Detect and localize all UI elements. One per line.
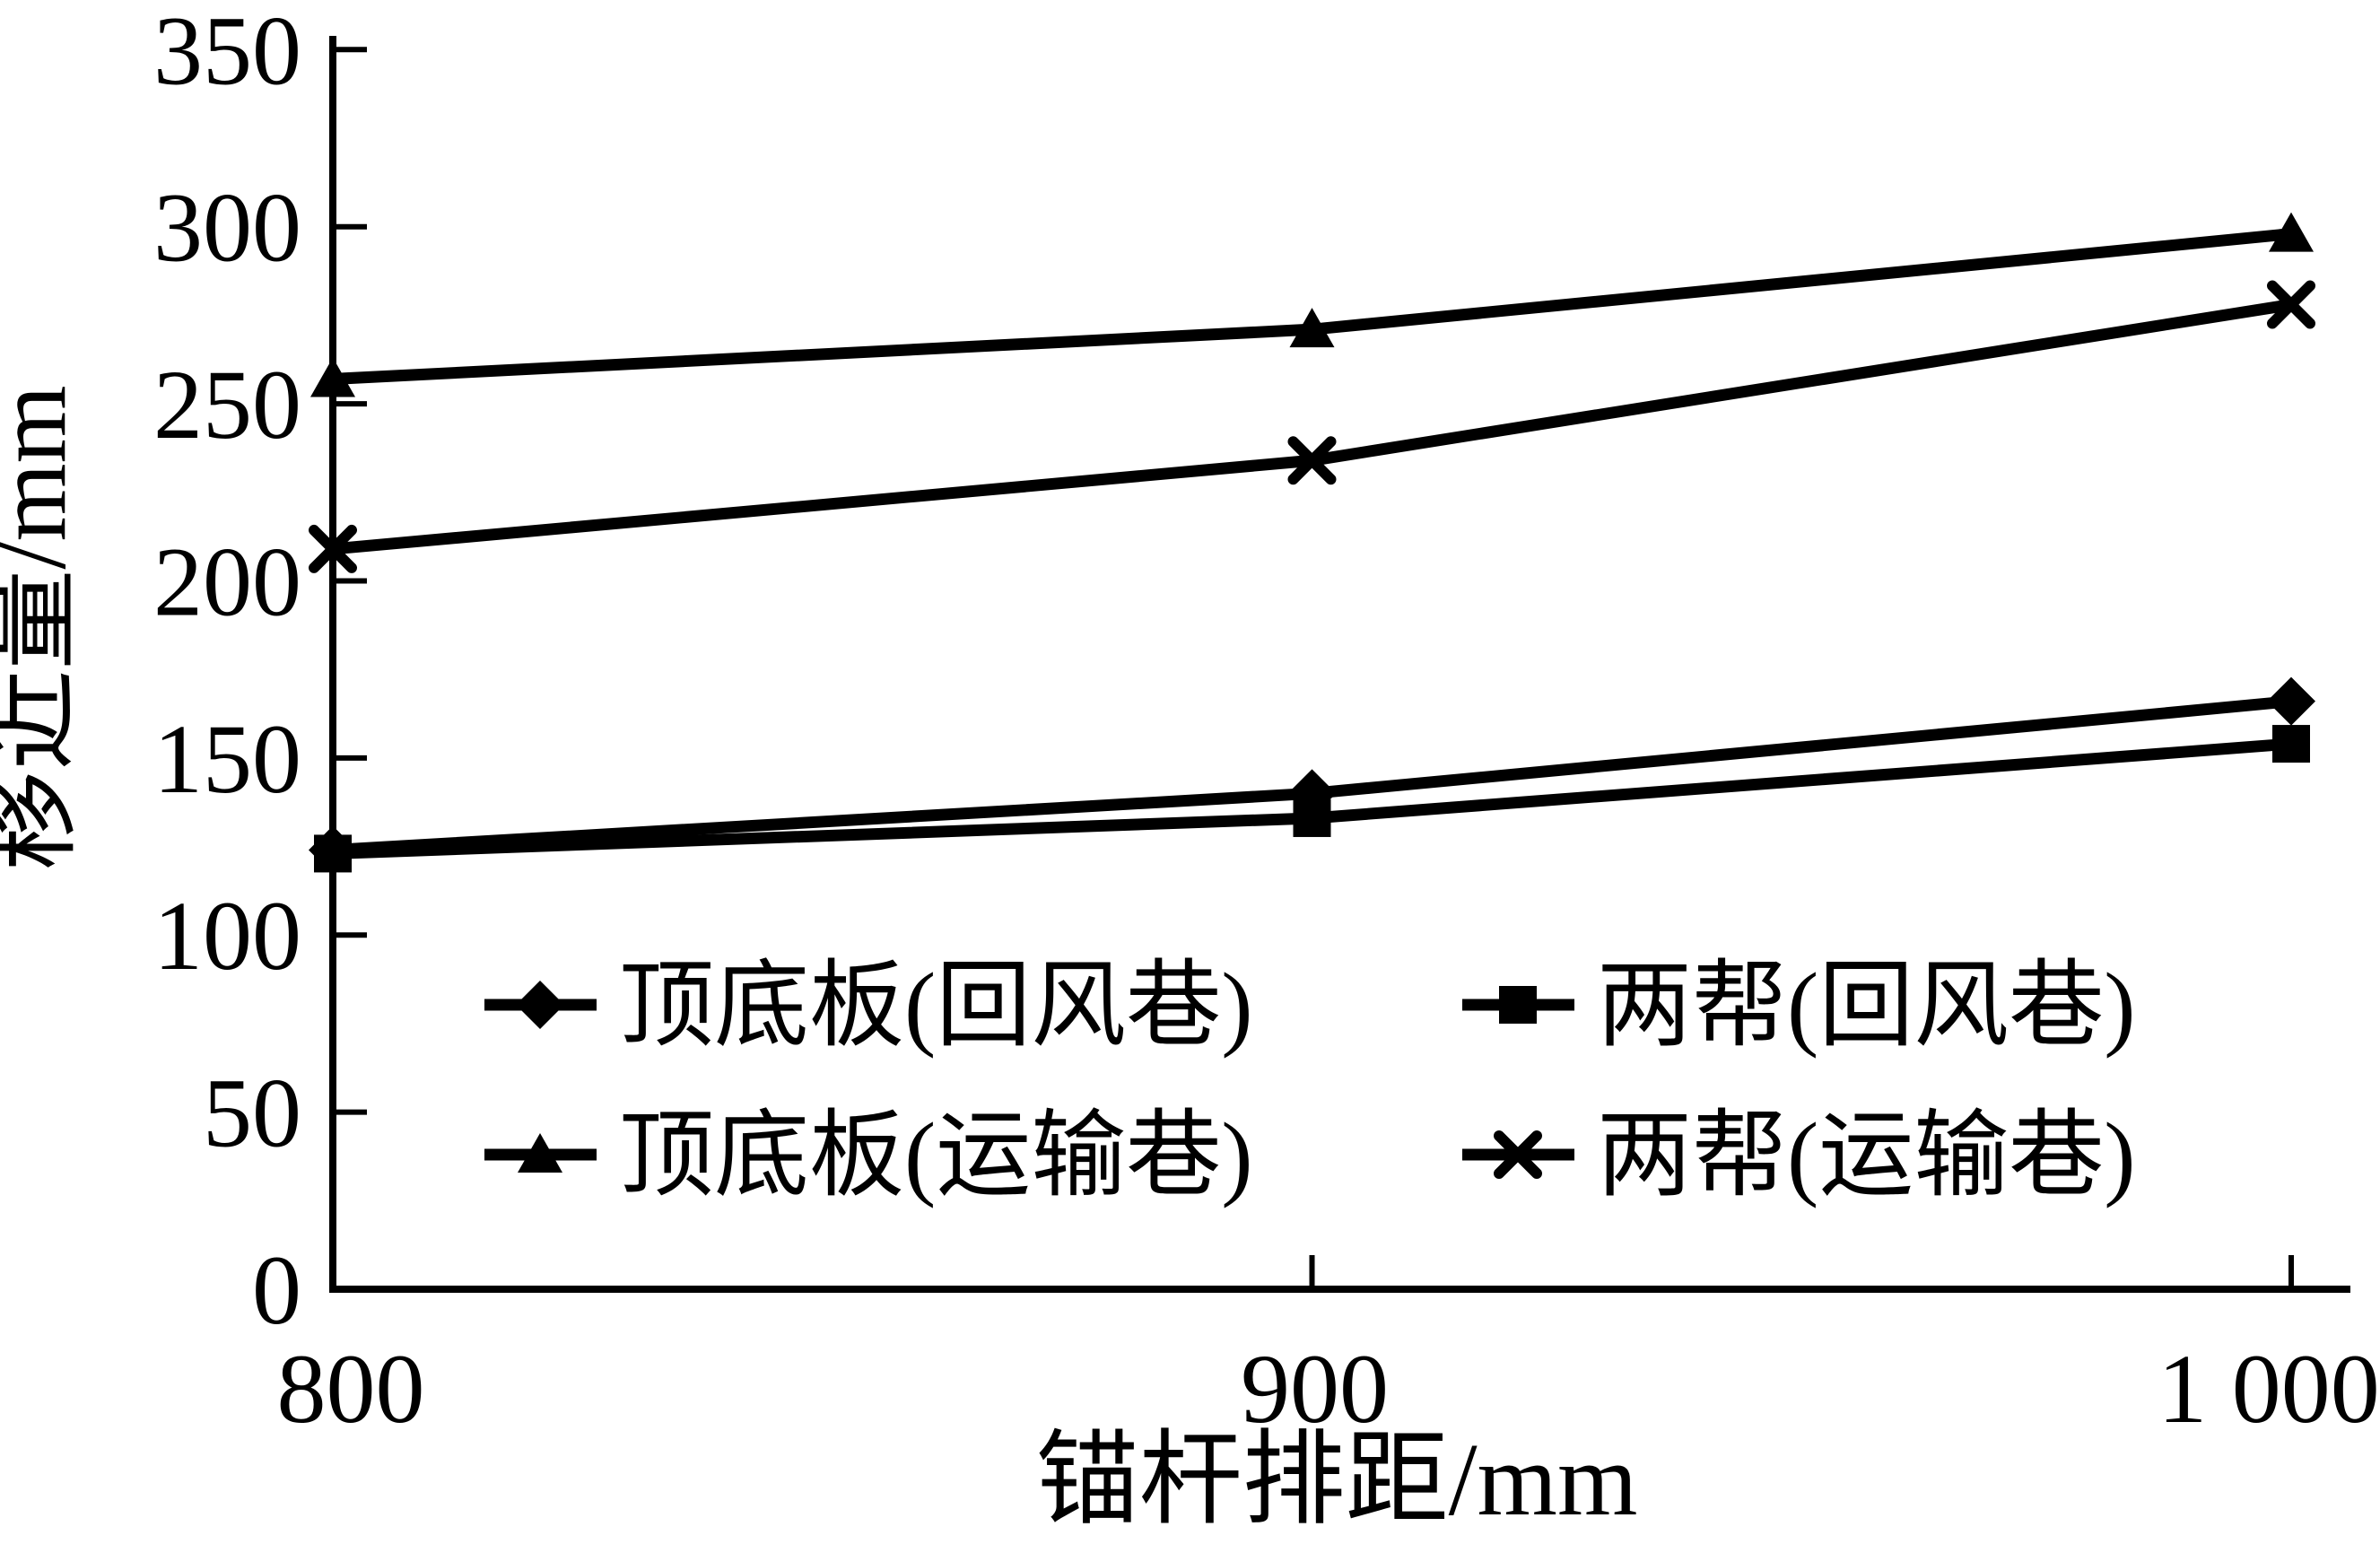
series-3-point-2-x-marker-b <box>2267 280 2315 329</box>
legend-label-3: 两帮(运输巷) <box>1597 1103 2136 1208</box>
legend-key-3-x-marker-b <box>1494 1130 1542 1179</box>
legend-label-0: 顶底板(回风巷) <box>619 954 1253 1059</box>
series-2-point-1-triangle-marker <box>1289 308 1335 348</box>
y-axis-title: 移近量/mm <box>0 385 87 870</box>
x-tick-label-800: 800 <box>277 1334 425 1444</box>
y-tick-label-150: 150 <box>153 704 301 814</box>
series-2-point-2-triangle-marker <box>2269 212 2314 252</box>
legend-key-1-square-marker <box>1499 986 1537 1024</box>
series-0-point-2-diamond-marker <box>2267 676 2315 726</box>
y-tick-label-350: 350 <box>153 0 301 105</box>
series-1-point-2-square-marker <box>2272 725 2310 763</box>
y-tick-label-50: 50 <box>203 1059 301 1168</box>
legend-key-2-triangle-marker <box>518 1133 562 1173</box>
series-3-point-0-x-marker-b <box>309 524 357 573</box>
y-tick-label-0: 0 <box>252 1235 301 1345</box>
series-1-point-0-square-marker <box>314 834 352 873</box>
y-tick-label-200: 200 <box>153 527 301 636</box>
legend-label-2: 顶底板(运输巷) <box>619 1103 1253 1208</box>
x-axis-title: 锚杆排距/mm <box>1036 1423 1638 1537</box>
y-tick-label-300: 300 <box>153 173 301 283</box>
x-tick-label-900: 900 <box>1241 1334 1389 1444</box>
y-tick-label-100: 100 <box>153 881 301 990</box>
series-2-point-0-triangle-marker <box>310 357 355 397</box>
series-3-point-1-x-marker-b <box>1287 436 1337 485</box>
x-tick-label-1000: 1 000 <box>2158 1334 2380 1444</box>
legend-key-0-diamond-marker <box>516 981 564 1029</box>
series-1-point-1-square-marker <box>1293 798 1331 837</box>
legend-label-1: 两帮(回风巷) <box>1597 954 2136 1059</box>
y-tick-label-250: 250 <box>153 350 301 459</box>
